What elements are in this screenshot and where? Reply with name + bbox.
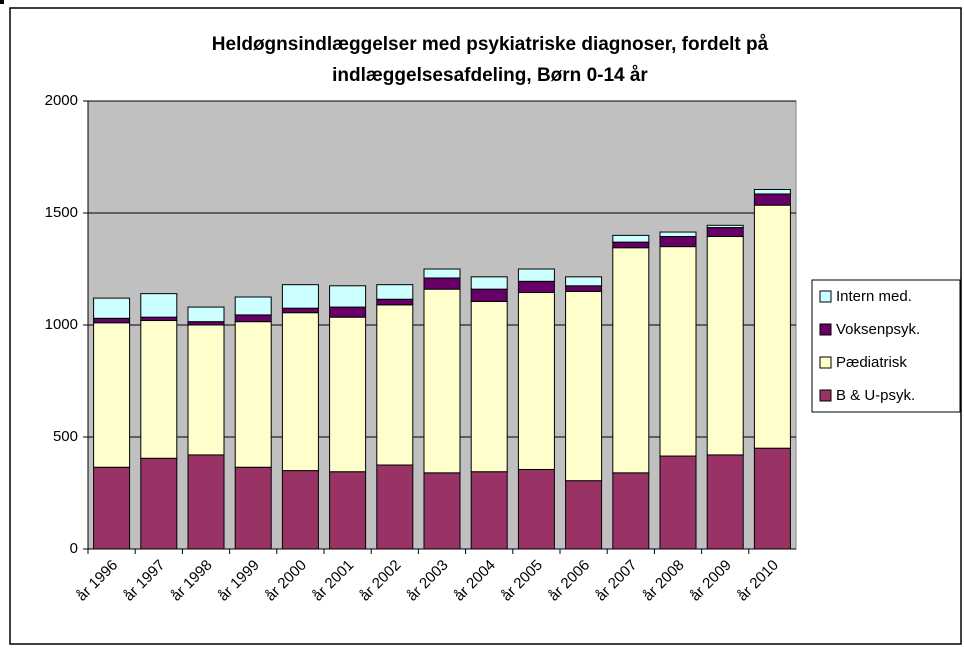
- y-tick-label: 500: [53, 428, 78, 445]
- bar-segment: [517, 268, 555, 282]
- bar-segment: [234, 466, 272, 550]
- chart-title: indlæggelsesafdeling, Børn 0-14 år: [332, 65, 648, 86]
- bar-segment: [753, 204, 791, 449]
- bar-segment: [140, 320, 178, 459]
- corner-mark: [0, 0, 4, 4]
- bar-segment: [706, 224, 744, 229]
- bar-segment: [470, 276, 508, 290]
- legend-swatch: [819, 323, 832, 336]
- legend-swatch: [819, 356, 832, 369]
- y-tick-label: 2000: [45, 92, 78, 109]
- y-tick-label: 1000: [45, 316, 78, 333]
- bar-segment: [565, 290, 603, 482]
- bar-segment: [140, 316, 178, 322]
- bar-segment: [659, 246, 697, 457]
- bar-segment: [187, 321, 225, 326]
- bar-segment: [470, 300, 508, 473]
- bar-segment: [659, 236, 697, 248]
- bar-segment: [281, 307, 319, 314]
- y-tick-label: 1500: [45, 204, 78, 221]
- bar-segment: [423, 288, 461, 474]
- bar-segment: [140, 293, 178, 318]
- bar-segment: [517, 280, 555, 294]
- legend-label: Voksenpsyk.: [836, 321, 920, 338]
- bar-segment: [612, 247, 650, 474]
- bar-segment: [376, 284, 414, 300]
- bar-segment: [517, 468, 555, 550]
- bar-segment: [423, 472, 461, 550]
- legend-label: Pædiatrisk: [836, 354, 907, 371]
- bar-segment: [470, 471, 508, 550]
- bar-segment: [565, 480, 603, 550]
- bar-segment: [376, 298, 414, 306]
- bar-segment: [329, 285, 367, 308]
- bar-segment: [140, 457, 178, 550]
- bar-segment: [281, 284, 319, 309]
- bar-segment: [612, 241, 650, 249]
- bar-segment: [565, 285, 603, 292]
- bar-segment: [612, 234, 650, 243]
- bar-segment: [329, 316, 367, 473]
- bar-segment: [93, 297, 131, 319]
- bar-segment: [753, 193, 791, 206]
- bar-segment: [659, 231, 697, 238]
- bar-segment: [659, 455, 697, 550]
- bar-segment: [187, 454, 225, 550]
- bar-segment: [281, 312, 319, 472]
- bar-segment: [706, 227, 744, 238]
- bar-segment: [234, 321, 272, 468]
- bar-segment: [565, 276, 603, 287]
- legend-swatch: [819, 290, 832, 303]
- bar-segment: [706, 454, 744, 550]
- bar-segment: [423, 268, 461, 279]
- legend-swatch: [819, 389, 832, 402]
- bar-segment: [329, 471, 367, 550]
- bar-segment: [234, 296, 272, 316]
- bar-segment: [753, 188, 791, 195]
- legend-label: Intern med.: [836, 288, 912, 305]
- bar-segment: [281, 470, 319, 550]
- bar-segment: [753, 447, 791, 550]
- bar-segment: [329, 306, 367, 318]
- bar-segment: [93, 466, 131, 550]
- bar-segment: [187, 324, 225, 456]
- bar-segment: [376, 464, 414, 550]
- bar-segment: [423, 277, 461, 290]
- bar-segment: [376, 304, 414, 466]
- bar-segment: [706, 236, 744, 456]
- bar-segment: [93, 317, 131, 324]
- legend-label: B & U-psyk.: [836, 387, 915, 404]
- chart-title: Heldøgnsindlæggelser med psykiatriske di…: [212, 34, 769, 55]
- legend-box: [811, 279, 961, 413]
- bar-segment: [612, 472, 650, 550]
- y-tick-label: 0: [70, 540, 78, 557]
- bar-segment: [517, 292, 555, 470]
- bar-segment: [234, 314, 272, 323]
- bar-segment: [93, 322, 131, 468]
- bar-segment: [470, 288, 508, 302]
- bar-segment: [187, 306, 225, 323]
